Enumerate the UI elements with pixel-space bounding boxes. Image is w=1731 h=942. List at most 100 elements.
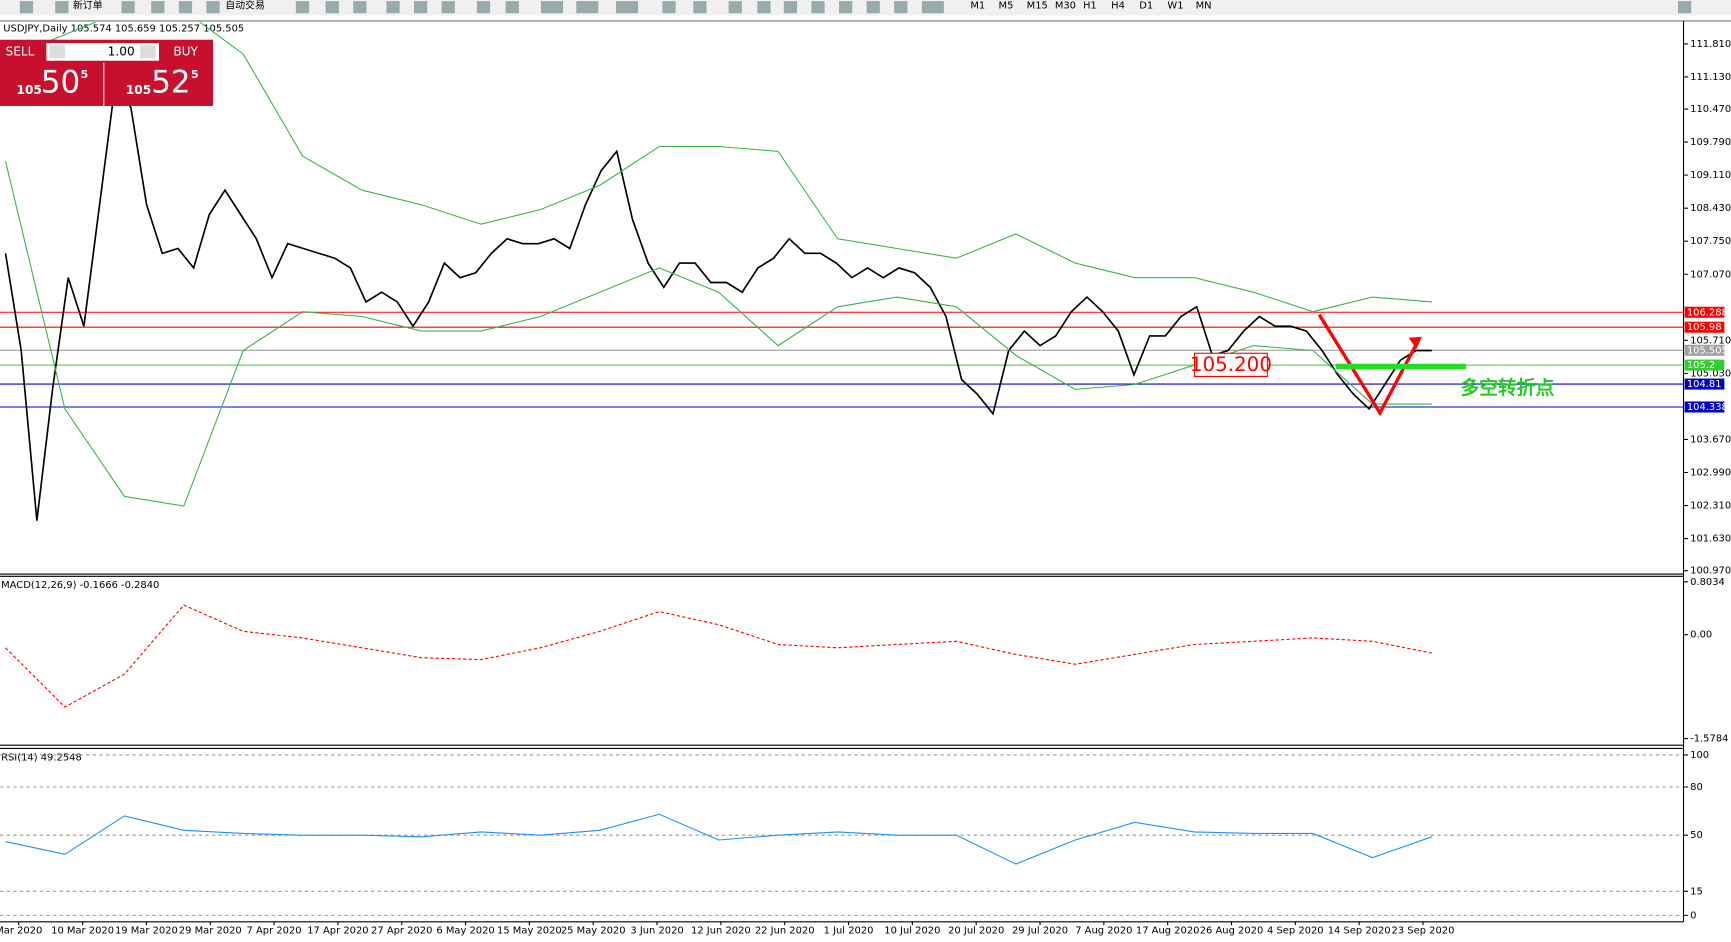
x-tick-label: 26 Aug 2020 bbox=[1200, 926, 1264, 937]
y-tick-label: 0 bbox=[1690, 910, 1696, 921]
icon[interactable] bbox=[325, 1, 339, 14]
bid-big[interactable]: 105 bbox=[17, 83, 42, 97]
panel bbox=[0, 22, 1684, 521]
rsi-title: RSI(14) 49.2548 bbox=[1, 752, 82, 763]
y-tick-label: 102.990 bbox=[1690, 468, 1731, 479]
y-tick-label: 102.310 bbox=[1690, 501, 1731, 512]
icon[interactable] bbox=[295, 1, 310, 14]
auto-trading[interactable]: 自动交易 bbox=[225, 0, 265, 12]
y-tick-label: 107.070 bbox=[1690, 269, 1731, 280]
toolbar-icons bbox=[19, 1, 1692, 14]
y-tick-label: 103.670 bbox=[1690, 434, 1731, 445]
lots-down[interactable] bbox=[49, 45, 66, 59]
timeframe[interactable]: H4 bbox=[1111, 1, 1125, 12]
icon[interactable] bbox=[353, 1, 367, 14]
icon[interactable] bbox=[921, 1, 944, 14]
icon[interactable] bbox=[728, 1, 742, 14]
icon[interactable] bbox=[206, 1, 220, 14]
y-tick-label: 101.630 bbox=[1690, 534, 1731, 545]
icon[interactable] bbox=[662, 1, 676, 14]
macd-title: MACD(12,26,9) -0.1666 -0.2840 bbox=[1, 580, 159, 591]
level-tag-text: 105.505 bbox=[1687, 345, 1728, 356]
icon[interactable] bbox=[19, 1, 34, 14]
icon[interactable] bbox=[151, 1, 165, 14]
sell-button[interactable]: SELL bbox=[6, 44, 35, 58]
timeframe[interactable]: D1 bbox=[1139, 1, 1153, 12]
x-tick-label: 25 May 2020 bbox=[561, 926, 626, 937]
icon[interactable] bbox=[505, 1, 519, 14]
x-tick-label: 6 May 2020 bbox=[436, 926, 494, 937]
bid-small[interactable]: 5 bbox=[81, 68, 89, 81]
icon[interactable] bbox=[476, 1, 491, 14]
ask-big[interactable]: 105 bbox=[126, 83, 151, 97]
toolbar bbox=[0, 0, 1731, 16]
ask-main[interactable]: 52 bbox=[151, 64, 190, 100]
icon[interactable] bbox=[693, 1, 707, 14]
x-tick-label: 17 Apr 2020 bbox=[307, 926, 368, 937]
new-order[interactable]: 新订单 bbox=[73, 0, 103, 12]
x-tick-label: 27 Apr 2020 bbox=[371, 926, 432, 937]
icon[interactable] bbox=[413, 1, 428, 14]
timeframe[interactable]: W1 bbox=[1167, 1, 1183, 12]
icon[interactable] bbox=[783, 1, 798, 14]
x-tick-label: 7 Apr 2020 bbox=[247, 926, 302, 937]
icon[interactable] bbox=[121, 1, 135, 14]
level-tag bbox=[1684, 344, 1725, 356]
x-tick-label: 3 Jun 2020 bbox=[630, 926, 683, 937]
icon[interactable] bbox=[757, 1, 771, 14]
level-tag bbox=[1684, 321, 1725, 333]
buy-button[interactable]: BUY bbox=[173, 44, 198, 58]
lots-box[interactable] bbox=[46, 43, 159, 61]
level-tag bbox=[1684, 306, 1725, 318]
level-tag-text: 105.2 bbox=[1687, 360, 1715, 371]
lots-up[interactable] bbox=[140, 45, 156, 59]
level-tag bbox=[1684, 401, 1725, 413]
timeframe[interactable]: M30 bbox=[1055, 1, 1076, 12]
level-tag-text: 104.81 bbox=[1687, 379, 1722, 390]
x-tick-label: 22 Jun 2020 bbox=[755, 926, 815, 937]
x-tick-label: 15 May 2020 bbox=[497, 926, 562, 937]
icon[interactable] bbox=[811, 1, 825, 14]
bid-main[interactable]: 50 bbox=[41, 64, 80, 100]
x-tick-label: 10 Jul 2020 bbox=[884, 926, 940, 937]
icon[interactable] bbox=[55, 1, 69, 14]
y-tick-label: 108.430 bbox=[1690, 203, 1731, 214]
icon[interactable] bbox=[441, 1, 455, 14]
panel bbox=[5, 604, 1432, 708]
timeframe[interactable]: M1 bbox=[970, 1, 985, 12]
timeframe[interactable]: M15 bbox=[1027, 1, 1048, 12]
icon[interactable] bbox=[540, 1, 564, 14]
icon[interactable] bbox=[894, 1, 908, 14]
y-tick-label: 50 bbox=[1690, 830, 1703, 841]
y-tick-label: 109.790 bbox=[1690, 137, 1731, 148]
x-tick-label: 7 Aug 2020 bbox=[1075, 926, 1132, 937]
x-tick-label: 29 Mar 2020 bbox=[179, 926, 242, 937]
icon[interactable] bbox=[576, 1, 599, 14]
level-tag bbox=[1684, 378, 1725, 390]
series-line bbox=[5, 22, 1432, 313]
timeframe[interactable]: MN bbox=[1196, 1, 1212, 12]
trade-panel: SELL BUY 1.00 105 50 5 105 52 5 bbox=[0, 39, 214, 106]
y-tick-label: 105.710 bbox=[1690, 335, 1731, 346]
ask-small[interactable]: 5 bbox=[191, 68, 199, 81]
icon[interactable] bbox=[386, 1, 400, 14]
x-tick-label: 17 Aug 2020 bbox=[1136, 926, 1200, 937]
icon[interactable] bbox=[839, 1, 853, 14]
level-box-text: 105.200 bbox=[1190, 353, 1272, 376]
series-line bbox=[4, 160, 1432, 507]
timeframe[interactable]: H1 bbox=[1083, 1, 1097, 12]
timeframe[interactable]: M5 bbox=[999, 1, 1014, 12]
icon[interactable] bbox=[616, 1, 639, 14]
icon[interactable] bbox=[178, 1, 193, 14]
level-box bbox=[1193, 352, 1268, 377]
y-tick-label: 15 bbox=[1690, 886, 1703, 897]
lots-value[interactable]: 1.00 bbox=[108, 44, 135, 58]
icon[interactable] bbox=[1678, 1, 1692, 14]
chart-title: USDJPY,Daily 105.574 105.659 105.257 105… bbox=[3, 24, 244, 35]
series-line bbox=[5, 813, 1433, 865]
x-tick-label: 19 Mar 2020 bbox=[115, 926, 178, 937]
x-tick-label: 10 Mar 2020 bbox=[51, 926, 114, 937]
icon[interactable] bbox=[866, 1, 880, 14]
